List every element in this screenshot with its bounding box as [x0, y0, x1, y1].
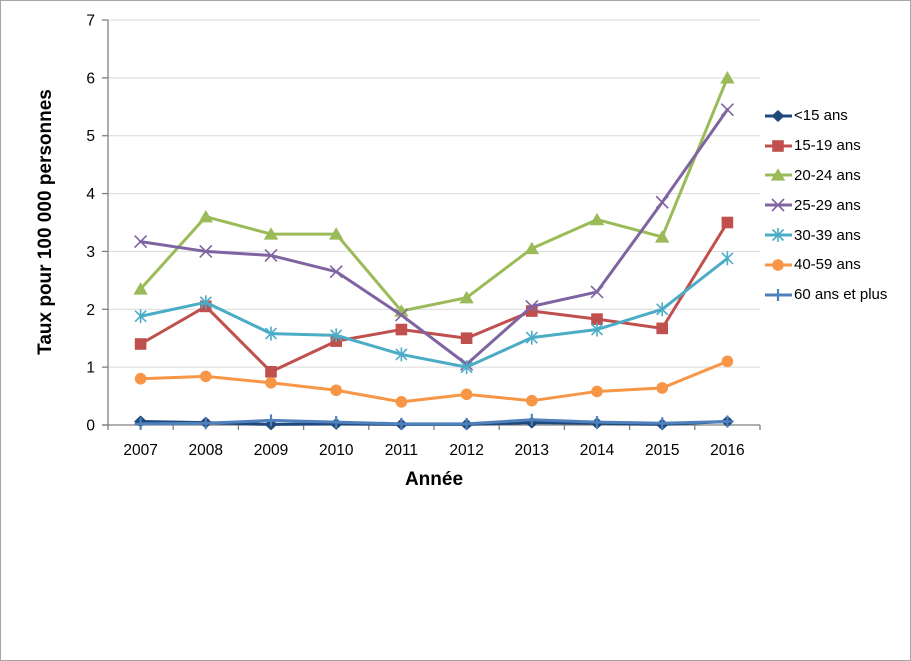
series-line-60-ans-et-plus: [139, 418, 729, 426]
data-point: [770, 168, 786, 182]
legend-marker-20-24-ans: [765, 168, 792, 182]
legend-label: 30-39 ans: [794, 226, 861, 244]
legend-label: <15 ans: [794, 107, 848, 125]
legend-item-30-39-ans: 30-39 ans: [765, 220, 910, 250]
data-point: [771, 198, 785, 212]
y-axis-title: Taux pour 100 000 personnes: [35, 89, 56, 355]
x-tick-label-2009: 2009: [254, 442, 288, 459]
y-tick-label-0: 0: [86, 418, 95, 435]
y-tick-label-7: 7: [86, 13, 95, 30]
legend-item-20-24-ans: 20-24 ans: [765, 161, 910, 191]
x-tick-label-2012: 2012: [449, 442, 483, 459]
series-line-20-24-ans: [139, 76, 729, 313]
y-tick-label-2: 2: [86, 302, 95, 319]
series-line-30-39-ans: [139, 256, 729, 369]
y-tick-label-6: 6: [86, 70, 95, 87]
y-tick-label-3: 3: [86, 244, 95, 261]
plot-area: 0 1 2 3 4 5 6 7 2007 2008 2009 2010 2011 2012 2013 2014…: [86, 13, 761, 459]
legend-marker-15-ans: [765, 109, 792, 122]
series-line-40-59-ans: [139, 359, 729, 404]
series-40-59-ans: [134, 355, 734, 408]
data-point: [771, 228, 785, 243]
data-point: [772, 288, 784, 301]
legend: <15 ans 15-19 ans 20-24 ans 25-29 ans 30-39 …: [765, 101, 910, 310]
x-tick-label-2007: 2007: [123, 442, 157, 459]
series-15-19-ans: [134, 216, 734, 378]
legend-item-15-19-ans: 15-19 ans: [765, 131, 910, 161]
y-tick-label-1: 1: [86, 360, 95, 377]
legend-item-40-59-ans: 40-59 ans: [765, 250, 910, 280]
legend-marker-40-59-ans: [765, 259, 792, 271]
legend-label: 15-19 ans: [794, 137, 861, 155]
x-tick-label-2016: 2016: [710, 442, 744, 459]
x-tick-label-2011: 2011: [385, 442, 418, 459]
legend-label: 40-59 ans: [794, 256, 861, 274]
y-tick-label-4: 4: [86, 186, 95, 203]
legend-item-60-ans-et-plus: 60 ans et plus: [765, 280, 910, 310]
y-tick-label-5: 5: [86, 128, 95, 145]
data-point: [771, 109, 785, 122]
legend-label: 60 ans et plus: [794, 286, 888, 304]
series-line-25-29-ans: [139, 108, 729, 366]
legend-marker-25-29-ans: [765, 198, 792, 212]
x-tick-label-2014: 2014: [580, 442, 615, 459]
x-axis-title: Année: [404, 469, 464, 490]
legend-label: 20-24 ans: [794, 166, 861, 184]
x-tick-label-2008: 2008: [189, 442, 223, 459]
data-point: [772, 139, 784, 152]
legend-item-15-ans: <15 ans: [765, 101, 910, 131]
x-tick-label-2010: 2010: [319, 442, 354, 459]
legend-item-25-29-ans: 25-29 ans: [765, 190, 910, 220]
series-line-15-19-ans: [139, 221, 729, 374]
x-tick-label-2015: 2015: [645, 442, 679, 459]
series-25-29-ans: [134, 103, 734, 371]
x-tick-label-2013: 2013: [515, 442, 549, 459]
legend-marker-60-ans-et-plus: [765, 288, 792, 301]
data-point: [772, 259, 784, 271]
legend-label: 25-29 ans: [794, 196, 861, 214]
legend-marker-30-39-ans: [765, 228, 792, 243]
legend-marker-15-19-ans: [765, 139, 792, 152]
